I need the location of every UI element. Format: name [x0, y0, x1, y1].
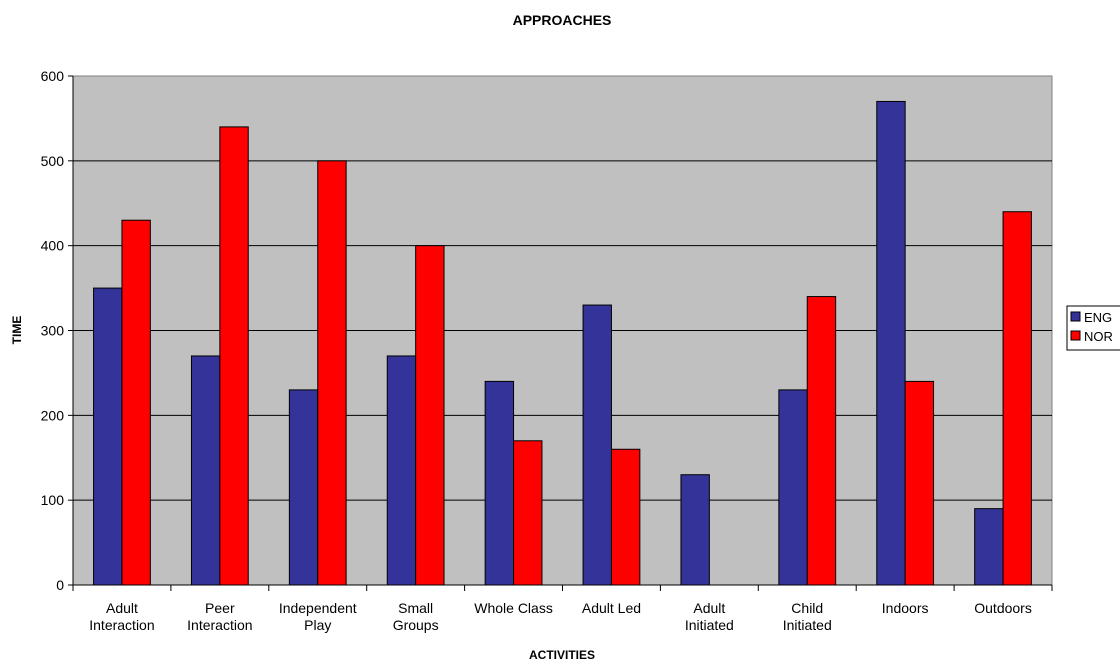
- x-category-labels: Adult Interaction Peer Interaction Independe…: [89, 600, 1032, 633]
- bar-nor: [415, 245, 445, 586]
- x-axis-title: ACTIVITIES: [529, 648, 595, 662]
- x-category-label: Outdoors: [974, 600, 1032, 616]
- x-category-label: Independent Play: [279, 600, 357, 633]
- x-category-label: Small Groups: [393, 600, 439, 633]
- bar-eng: [778, 389, 808, 586]
- bar-eng: [680, 474, 710, 586]
- bar-eng: [876, 100, 906, 586]
- x-category-label: Adult Initiated: [685, 600, 734, 633]
- bar-nor: [513, 440, 543, 586]
- x-category-label: Whole Class: [474, 600, 553, 616]
- legend-swatch: [1070, 311, 1081, 322]
- bar-nor: [121, 219, 151, 586]
- bar-eng: [93, 287, 123, 586]
- x-category-label: Child Initiated: [783, 600, 832, 633]
- legend-label: NOR: [1084, 329, 1113, 344]
- bar-nor: [806, 296, 837, 586]
- x-category-label: Indoors: [882, 600, 929, 616]
- x-category-label: Peer Interaction: [187, 600, 252, 633]
- bar-nor: [904, 380, 935, 586]
- y-tick-label: 100: [41, 492, 65, 508]
- y-tick-label: 400: [41, 238, 65, 254]
- x-category-label: Adult Interaction: [89, 600, 154, 633]
- y-tick-label: 500: [41, 153, 65, 169]
- bar-eng: [386, 355, 417, 586]
- y-tick-label: 600: [41, 68, 65, 84]
- y-tick-label: 0: [56, 577, 64, 593]
- y-tick-labels: 0 100 200 300 400 500 600: [41, 68, 65, 593]
- y-axis-title: TIME: [10, 316, 24, 345]
- bar-nor: [610, 448, 641, 586]
- bar-eng: [484, 380, 515, 586]
- legend-label: ENG: [1084, 310, 1112, 325]
- legend-swatch: [1070, 330, 1081, 341]
- bar-nor: [219, 126, 249, 586]
- x-category-label: Adult Led: [582, 600, 641, 616]
- bar-eng: [288, 389, 319, 586]
- bars: [93, 100, 1032, 586]
- chart-title: APPROACHES: [513, 12, 612, 28]
- y-tick-label: 200: [41, 407, 65, 423]
- axes: [68, 75, 1053, 591]
- bar-nor: [1002, 211, 1032, 586]
- bar-eng: [974, 508, 1004, 586]
- bar-nor: [317, 160, 347, 586]
- bar-eng: [190, 355, 221, 586]
- bar-eng: [582, 304, 612, 586]
- legend: ENG NOR: [1066, 305, 1120, 351]
- y-tick-label: 300: [41, 323, 65, 339]
